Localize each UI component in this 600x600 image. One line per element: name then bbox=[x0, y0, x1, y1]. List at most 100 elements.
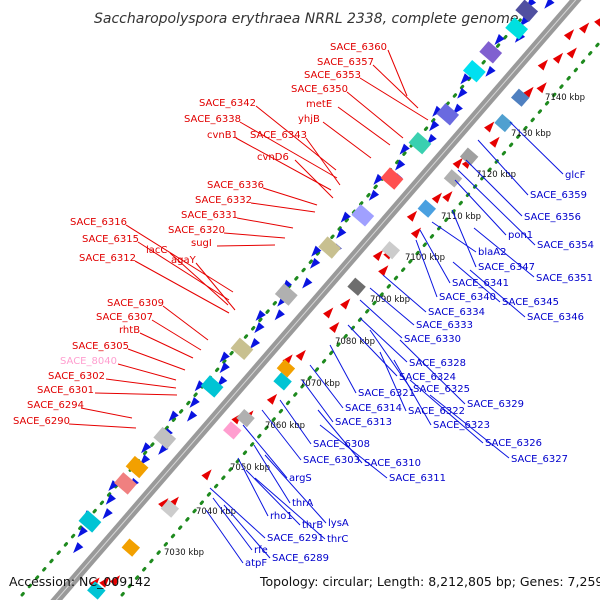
leader-line bbox=[80, 407, 133, 419]
reverse-gene-arrow bbox=[255, 309, 266, 321]
leader-line bbox=[162, 305, 209, 341]
gene-label[interactable]: SACE_6345 bbox=[502, 297, 559, 308]
gene-label[interactable]: SACE_6322 bbox=[408, 406, 465, 417]
gene-label[interactable]: sugI bbox=[191, 238, 212, 249]
label-leaders bbox=[68, 49, 564, 564]
gene-label[interactable]: thrA bbox=[292, 498, 313, 509]
gene-label[interactable]: SACE_6353 bbox=[304, 70, 361, 81]
gene-label[interactable]: thrC bbox=[327, 534, 348, 545]
gene-label[interactable]: SACE_6309 bbox=[107, 298, 164, 309]
gene-label[interactable]: SACE_6332 bbox=[195, 195, 252, 206]
gene-label[interactable]: SACE_6354 bbox=[537, 240, 594, 251]
gene-label[interactable]: SACE_6291 bbox=[267, 533, 324, 544]
leader-line bbox=[451, 209, 477, 268]
reverse-gene-arrow bbox=[73, 542, 84, 554]
reverse-gene-arrow bbox=[373, 173, 384, 185]
gene-label[interactable]: SACE_6326 bbox=[485, 438, 542, 449]
forward-gene-block bbox=[347, 277, 366, 296]
gene-label[interactable]: SACE_6356 bbox=[524, 212, 581, 223]
gene-label[interactable]: metE bbox=[306, 99, 332, 110]
gene-label[interactable]: SACE_6325 bbox=[413, 384, 470, 395]
gene-label[interactable]: SACE_6331 bbox=[181, 210, 238, 221]
reverse-gene-arrow bbox=[340, 211, 351, 223]
gene-label[interactable]: SACE_6320 bbox=[168, 225, 225, 236]
leader-line bbox=[237, 457, 269, 517]
leader-line bbox=[359, 299, 403, 339]
gene-label[interactable]: agaY bbox=[171, 255, 197, 266]
gene-label[interactable]: lysA bbox=[328, 518, 349, 529]
gene-label[interactable]: SACE_6316 bbox=[70, 217, 127, 228]
gene-label[interactable]: SACE_6333 bbox=[416, 320, 473, 331]
gene-label[interactable]: SACE_6301 bbox=[37, 385, 94, 396]
reverse-gene-block bbox=[78, 510, 102, 533]
gene-label[interactable]: SACE_6330 bbox=[404, 334, 461, 345]
gene-label[interactable]: rhtB bbox=[119, 325, 140, 336]
tick-label: 7090 kbp bbox=[370, 295, 410, 305]
gene-label[interactable]: SACE_6289 bbox=[272, 553, 329, 564]
gene-label[interactable]: atpF bbox=[245, 558, 267, 569]
gene-label[interactable]: SACE_6302 bbox=[48, 371, 105, 382]
gene-label[interactable]: SACE_6311 bbox=[389, 473, 446, 484]
gene-label[interactable]: SACE_6294 bbox=[27, 400, 84, 411]
gene-label[interactable]: SACE_6313 bbox=[335, 417, 392, 428]
gene-label[interactable]: SACE_6357 bbox=[317, 57, 374, 68]
forward-gene-arrow bbox=[431, 192, 442, 204]
gene-label[interactable]: SACE_6341 bbox=[452, 278, 509, 289]
gene-label[interactable]: SACE_6342 bbox=[199, 98, 256, 109]
gene-label[interactable]: SACE_6347 bbox=[478, 262, 535, 273]
gene-label[interactable]: SACE_6303 bbox=[303, 455, 360, 466]
gene-label[interactable]: rho1 bbox=[270, 511, 293, 522]
tick-label: 7100 kbp bbox=[405, 253, 445, 263]
leader-line bbox=[454, 179, 507, 236]
gene-label[interactable]: SACE_6328 bbox=[409, 358, 466, 369]
gene-label[interactable]: SACE_6290 bbox=[13, 416, 70, 427]
gene-label[interactable]: SACE_6329 bbox=[467, 399, 524, 410]
gene-label[interactable]: SACE_6321 bbox=[358, 388, 415, 399]
gene-label[interactable]: SACE_6312 bbox=[79, 253, 136, 264]
leader-line bbox=[309, 364, 344, 409]
reverse-gene-arrow bbox=[311, 245, 322, 257]
gene-label[interactable]: SACE_6360 bbox=[330, 42, 387, 53]
gene-label[interactable]: SACE_6338 bbox=[184, 114, 241, 125]
gene-label[interactable]: SACE_6340 bbox=[439, 292, 496, 303]
tick-label: 7110 kbp bbox=[441, 212, 481, 222]
gene-label[interactable]: SACE_6350 bbox=[291, 84, 348, 95]
gene-label[interactable]: SACE_6327 bbox=[511, 454, 568, 465]
leader-line bbox=[393, 359, 432, 426]
gene-label[interactable]: SACE_8040 bbox=[60, 356, 117, 367]
gene-label[interactable]: SACE_6359 bbox=[530, 190, 587, 201]
gene-label[interactable]: rfe bbox=[254, 545, 268, 556]
gene-label[interactable]: argS bbox=[289, 473, 312, 484]
reverse-gene-block bbox=[505, 17, 529, 40]
gene-label[interactable]: SACE_6324 bbox=[399, 372, 456, 383]
forward-gene-arrow bbox=[410, 227, 422, 239]
gene-label[interactable]: SACE_6307 bbox=[96, 312, 153, 323]
gene-label[interactable]: SACE_6305 bbox=[72, 341, 129, 352]
leader-line bbox=[429, 394, 510, 459]
gene-label[interactable]: SACE_6308 bbox=[313, 439, 370, 450]
gene-label[interactable]: cvnD6 bbox=[257, 152, 289, 163]
gene-label[interactable]: pon1 bbox=[508, 230, 533, 241]
gene-label[interactable]: SACE_6343 bbox=[250, 130, 307, 141]
leader-line bbox=[279, 399, 312, 445]
gene-label[interactable]: SACE_6310 bbox=[364, 458, 421, 469]
gene-label[interactable]: blaA2 bbox=[478, 247, 506, 258]
gene-label[interactable]: SACE_6323 bbox=[433, 420, 490, 431]
forward-gene-arrow bbox=[523, 86, 534, 98]
gene-label[interactable]: thrB bbox=[302, 520, 323, 531]
gene-label[interactable]: SACE_6346 bbox=[527, 312, 584, 323]
gene-label[interactable]: lacC bbox=[146, 245, 167, 256]
gene-label[interactable]: yhjB bbox=[298, 114, 320, 125]
gene-label[interactable]: SACE_6334 bbox=[428, 307, 485, 318]
leader-line bbox=[294, 159, 334, 199]
gene-label[interactable]: SACE_6315 bbox=[82, 234, 139, 245]
gene-label[interactable]: glcF bbox=[565, 170, 586, 181]
gene-label[interactable]: SACE_6351 bbox=[536, 273, 593, 284]
gene-label[interactable]: SACE_6336 bbox=[207, 180, 264, 191]
reverse-gene-arrow bbox=[460, 73, 471, 85]
forward-gene-block bbox=[494, 113, 513, 133]
gene-label[interactable]: cvnB1 bbox=[207, 130, 238, 141]
gene-label[interactable]: SACE_6314 bbox=[345, 403, 402, 414]
leader-line bbox=[387, 49, 408, 97]
